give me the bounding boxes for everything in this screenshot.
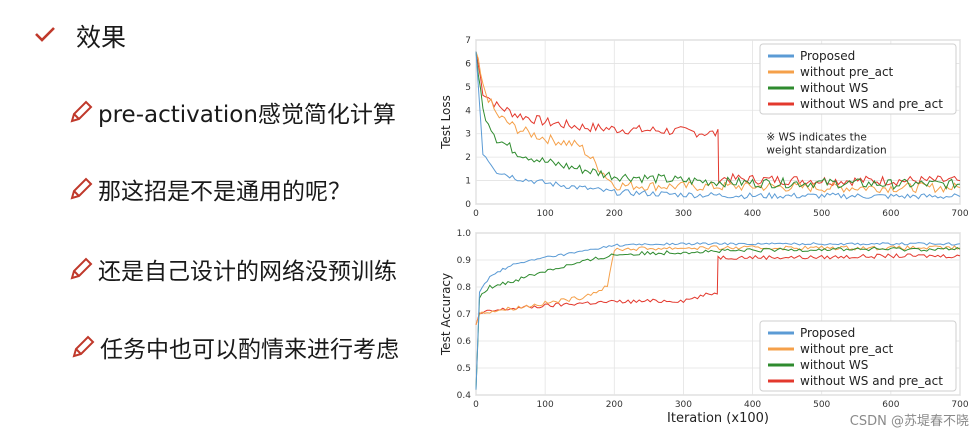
series-line <box>475 246 961 390</box>
legend-entry: without WS and pre_act <box>800 97 943 111</box>
y-tick-label: 7 <box>465 36 471 46</box>
loss-chart: 0 100 200 300 400 500 600 700 0 1 2 3 4 5 6 7 Test Loss P… <box>440 36 969 219</box>
y-tick-label: 0.8 <box>457 283 472 293</box>
legend-box <box>759 320 957 392</box>
x-axis-label: Iteration (x100) <box>667 411 769 426</box>
annotation-text: ※ WS indicates the <box>766 132 867 144</box>
x-tick-label: 100 <box>537 209 554 219</box>
y-tick-label: 4 <box>465 106 471 116</box>
x-tick-label: 500 <box>813 400 830 410</box>
y-tick-label: 0.5 <box>457 364 471 374</box>
x-tick-label: 700 <box>951 209 968 219</box>
x-tick-label: 400 <box>744 209 761 219</box>
x-tick-label: 300 <box>675 209 692 219</box>
bullet-4: 任务中也可以酌情来进行考虑 <box>100 337 399 363</box>
series-line <box>475 51 961 187</box>
series-line <box>475 51 961 200</box>
legend-entry: without WS <box>800 81 868 95</box>
x-tick-label: 100 <box>537 400 554 410</box>
x-tick-label: 700 <box>951 400 968 410</box>
check-icon <box>35 27 55 42</box>
series-line <box>475 253 961 325</box>
bullet-2: 那这招是不是通用的呢？ <box>98 179 351 205</box>
x-tick-label: 600 <box>882 209 899 219</box>
legend-entry: without pre_act <box>800 342 894 356</box>
legend-box <box>759 43 957 115</box>
pencil-icon <box>70 257 93 280</box>
x-tick-label: 400 <box>744 400 761 410</box>
y-tick-label: 0.9 <box>457 256 472 266</box>
y-tick-label: 6 <box>465 59 471 69</box>
y-tick-label: 3 <box>465 130 471 140</box>
watermark: CSDN @苏堤春不晓 <box>849 414 969 429</box>
series-line <box>475 51 961 194</box>
slide-title: 效果 <box>76 23 127 52</box>
pencil-icon <box>72 335 95 358</box>
legend-entry: without WS <box>800 358 868 372</box>
pencil-icon <box>70 177 93 200</box>
bullet-3: 还是自己设计的网络没预训练 <box>98 259 397 285</box>
y-tick-label: 2 <box>465 153 471 163</box>
y-tick-label: 0.7 <box>457 310 471 320</box>
legend-entry: without pre_act <box>800 65 894 79</box>
y-tick-label: 0 <box>465 200 471 210</box>
legend-entry: Proposed <box>800 49 855 63</box>
x-tick-label: 300 <box>675 400 692 410</box>
y-tick-label: 0.6 <box>457 337 472 347</box>
series-line <box>475 51 961 191</box>
y-tick-label: 5 <box>465 83 471 93</box>
x-tick-label: 200 <box>606 400 623 410</box>
y-tick-label: 1 <box>465 177 471 187</box>
x-tick-label: 600 <box>882 400 899 410</box>
y-tick-label: 0.4 <box>457 391 472 401</box>
x-tick-label: 0 <box>473 209 479 219</box>
series-line <box>475 242 961 390</box>
bullet-1: pre-activation感觉简化计算 <box>98 102 396 128</box>
series-line <box>475 245 961 325</box>
legend-entry: without WS and pre_act <box>800 374 943 388</box>
y-tick-label: 1.0 <box>457 229 472 239</box>
y-axis-label: Test Loss <box>440 95 453 150</box>
x-tick-label: 200 <box>606 209 623 219</box>
x-tick-label: 500 <box>813 209 830 219</box>
accuracy-chart: 0 100 200 300 400 500 600 700 0.4 0.5 0.6 0.7 0.8 0.9… <box>440 229 969 426</box>
x-tick-label: 0 <box>473 400 479 410</box>
annotation-text: weight standardization <box>766 145 886 157</box>
y-axis-label: Test Accuracy <box>440 273 453 356</box>
pencil-icon <box>70 100 93 123</box>
legend-entry: Proposed <box>800 326 855 340</box>
